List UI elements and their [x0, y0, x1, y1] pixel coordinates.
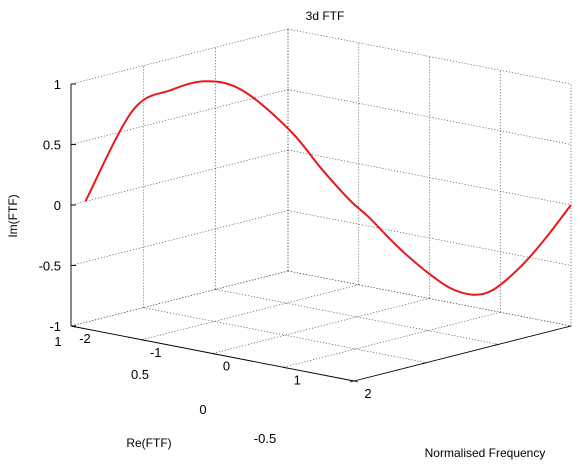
side-wall-gridline-z-1	[70, 210, 289, 266]
back-wall-gridline-z-1	[287, 210, 572, 266]
back-wall-gridline-z-0	[287, 270, 572, 327]
z-tick-label-1: -0.5	[39, 259, 61, 274]
y-tick-label-2: 0.5	[131, 367, 149, 382]
x-tick-label-2: 0	[223, 359, 230, 374]
y-tick-label-0: -0.5	[254, 431, 276, 446]
x-tick-label-0: -2	[79, 331, 91, 346]
chart-title: 3d FTF	[306, 9, 345, 23]
x-tick-label-3: 1	[294, 372, 301, 387]
floor-gridline-x-1	[141, 284, 359, 341]
x-tick-mark-4	[353, 380, 359, 383]
z-tick-label-4: 1	[54, 77, 61, 92]
x-tick-mark-3	[283, 366, 288, 369]
y-tick-label-3: 1	[54, 334, 61, 349]
side-wall-gridline-z-4	[70, 28, 289, 85]
x-tick-mark-1	[141, 339, 146, 342]
z-tick-label-0: -1	[49, 319, 61, 334]
back-wall-gridline-z-4	[287, 28, 572, 85]
back-wall-gridline-z-2	[287, 149, 572, 206]
z-tick-label-3: 0.5	[43, 138, 61, 153]
floor-gridline-y-1	[215, 289, 499, 345]
side-wall-gridline-z-0	[70, 270, 289, 327]
side-wall-gridline-z-2	[70, 149, 289, 206]
z-axis-label: Im(FTF)	[6, 194, 20, 237]
back-wall-gridline-z-3	[287, 89, 572, 145]
z-tick-label-2: 0	[54, 198, 61, 213]
floor-gridline-x-2	[212, 298, 430, 354]
x-tick-label-4: 2	[364, 386, 371, 401]
x-tick-label-1: -1	[150, 345, 162, 360]
text-layer: 3d FTF Normalised Frequency Re(FTF) Im(F…	[6, 9, 545, 460]
y-tick-mark-0	[566, 325, 572, 328]
y-tick-mark-3	[349, 380, 355, 383]
x-axis-label: Normalised Frequency	[425, 446, 546, 460]
y-tick-mark-2	[422, 362, 427, 365]
y-axis-label: Re(FTF)	[126, 436, 171, 450]
floor-gridline-y-2	[143, 307, 427, 363]
floor-gridline-x-3	[283, 311, 501, 368]
data-layer	[84, 80, 572, 296]
y-tick-mark-1	[494, 343, 499, 346]
series-line-0	[84, 80, 572, 296]
y-axis-line	[353, 325, 572, 382]
x-tick-mark-2	[212, 353, 217, 355]
y-tick-label-1: 0	[199, 402, 206, 417]
side-wall-gridline-z-3	[70, 89, 289, 145]
grid-layer	[70, 28, 572, 383]
